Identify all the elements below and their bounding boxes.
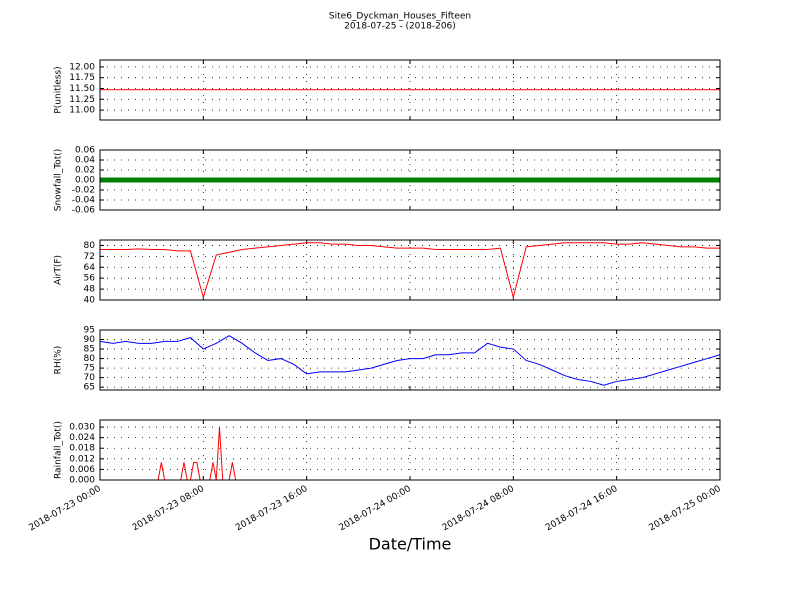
y-tick-label: 64 xyxy=(84,263,96,273)
y-tick-label: 11.75 xyxy=(69,73,95,83)
y-tick-label: 48 xyxy=(84,285,96,295)
y-tick-label: -0.04 xyxy=(72,196,96,206)
y-tick-label: 0.000 xyxy=(69,476,95,486)
y-tick-label: 85 xyxy=(84,345,95,355)
y-tick-label: 0.030 xyxy=(69,423,95,433)
y-tick-label: 95 xyxy=(84,326,95,336)
y-axis-label: Snowfall_Tot() xyxy=(54,149,64,212)
y-tick-label: 0.00 xyxy=(75,176,95,186)
y-axis-label: AirT(F) xyxy=(54,255,64,285)
y-tick-label: 70 xyxy=(84,373,96,383)
y-tick-label: 72 xyxy=(84,252,95,262)
plot-frame xyxy=(99,419,721,481)
plot-frame xyxy=(99,59,721,121)
plot-frame xyxy=(99,329,721,391)
y-tick-label: -0.06 xyxy=(72,206,96,216)
y-tick-label: 90 xyxy=(84,335,96,345)
y-tick-label: 0.06 xyxy=(75,146,95,156)
y-tick-label: 0.006 xyxy=(69,465,95,475)
data-line xyxy=(100,242,720,300)
chart-title: Site6_Dyckman_Houses_Fifteen xyxy=(329,12,471,22)
y-tick-label: 11.00 xyxy=(69,106,95,116)
y-tick-label: -0.02 xyxy=(72,186,95,196)
y-tick-label: 75 xyxy=(84,364,95,374)
y-tick-label: 11.25 xyxy=(69,95,95,105)
chart-subtitle: 2018-07-25 - (2018-206) xyxy=(344,22,456,32)
y-tick-label: 12.00 xyxy=(69,62,95,72)
y-tick-label: 80 xyxy=(84,354,96,364)
y-tick-label: 40 xyxy=(84,296,96,306)
plot-frame xyxy=(99,149,721,211)
y-tick-label: 56 xyxy=(84,274,96,284)
y-tick-label: 65 xyxy=(84,383,95,393)
y-tick-label: 0.02 xyxy=(75,166,95,176)
y-tick-label: 0.024 xyxy=(69,433,95,443)
y-axis-label: RH(%) xyxy=(54,346,64,375)
y-tick-label: 11.50 xyxy=(69,84,95,94)
y-tick-label: 80 xyxy=(84,241,96,251)
y-tick-label: 0.012 xyxy=(69,454,95,464)
y-axis-label: Rainfall_Tot() xyxy=(54,421,64,479)
y-axis-label: P(unitless) xyxy=(54,66,64,113)
data-line xyxy=(99,335,721,386)
plot-frame xyxy=(99,239,721,301)
x-axis-label: Date/Time xyxy=(369,535,452,554)
y-tick-label: 0.018 xyxy=(69,444,95,454)
y-tick-label: 0.04 xyxy=(75,156,95,166)
